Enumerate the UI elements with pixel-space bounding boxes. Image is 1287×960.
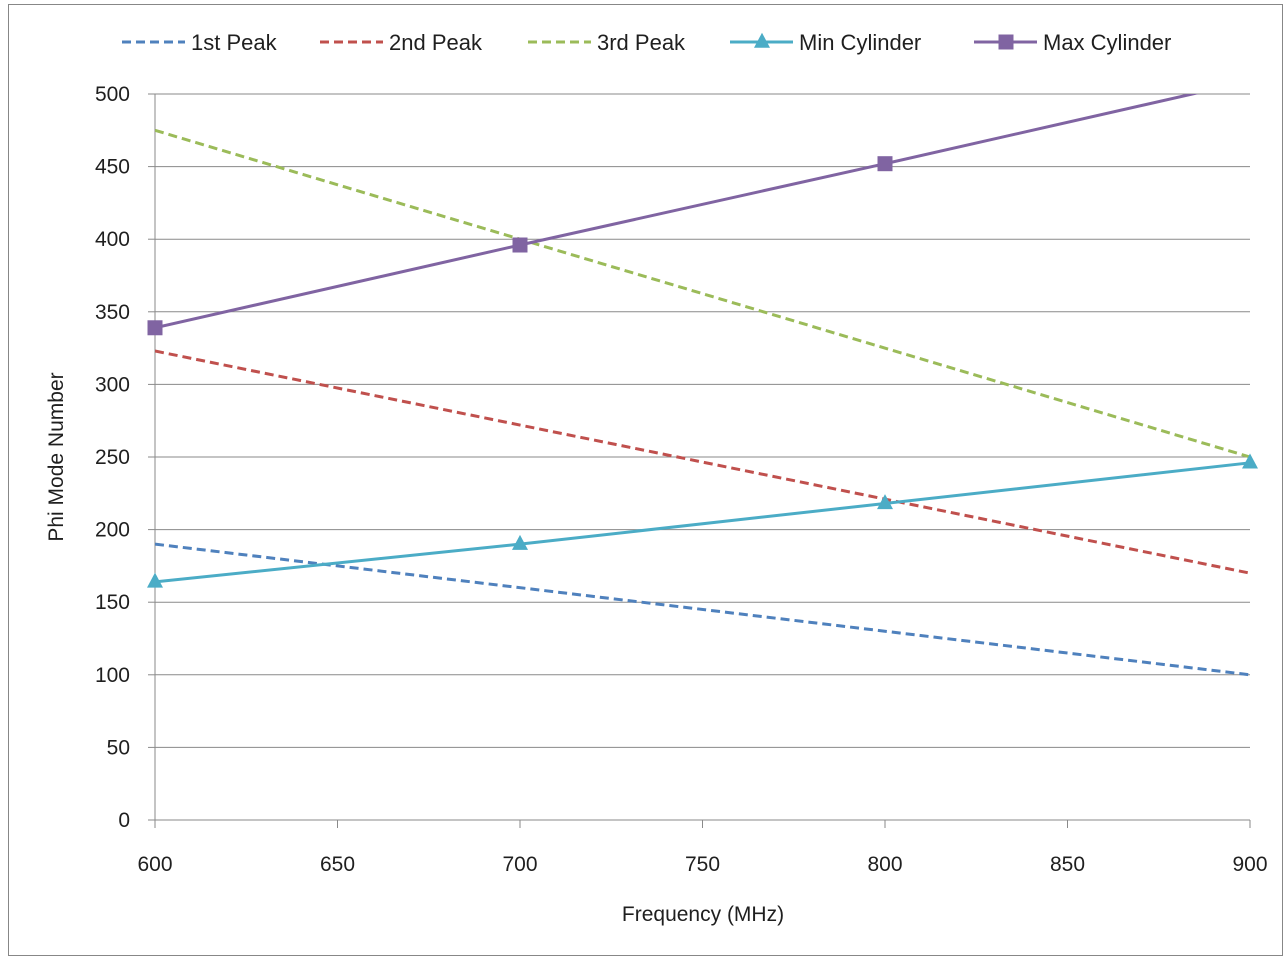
x-tick-label: 750 [685, 853, 720, 876]
legend-item-1st-peak: 1st Peak [122, 30, 278, 55]
legend-label: Min Cylinder [799, 30, 921, 55]
legend-item-max-cylinder: Max Cylinder [974, 30, 1171, 55]
legend-item-min-cylinder: Min Cylinder [730, 30, 921, 55]
x-tick-label: 800 [867, 853, 902, 876]
triangle-marker [1242, 453, 1258, 469]
y-tick-label: 50 [107, 736, 130, 759]
x-axis-title: Frequency (MHz) [622, 903, 784, 926]
legend-label: 1st Peak [191, 30, 278, 55]
square-marker [147, 320, 163, 336]
y-tick-label: 500 [95, 83, 130, 106]
series-line-2nd-peak [155, 349, 1251, 575]
x-tick-label: 850 [1050, 853, 1085, 876]
legend: 1st Peak 2nd Peak 3rd Peak Min Cylinder Max … [122, 30, 1171, 55]
y-tick-label: 250 [95, 446, 130, 469]
y-tick-label: 450 [95, 156, 130, 179]
grid-lines [155, 93, 1250, 748]
square-marker [998, 34, 1014, 50]
legend-item-2nd-peak: 2nd Peak [320, 30, 483, 55]
y-tick-label: 200 [95, 519, 130, 542]
axes: 0 50 100 150 200 250 300 350 400 450 500 600 650 700 7… [95, 83, 1268, 876]
y-tick-label: 300 [95, 373, 130, 396]
triangle-marker [754, 32, 770, 48]
legend-item-3rd-peak: 3rd Peak [528, 30, 686, 55]
y-tick-label: 100 [95, 664, 130, 687]
y-tick-label: 350 [95, 301, 130, 324]
square-marker [512, 237, 528, 253]
series-line-1st-peak [155, 542, 1251, 677]
triangle-marker [877, 494, 893, 510]
y-tick-label: 0 [118, 809, 130, 832]
triangle-marker [147, 572, 163, 588]
x-tick-label: 700 [502, 853, 537, 876]
x-tick-label: 900 [1232, 853, 1267, 876]
series-line-3rd-peak [155, 128, 1251, 459]
legend-label: 3rd Peak [597, 30, 686, 55]
legend-label: 2nd Peak [389, 30, 483, 55]
x-tick-label: 650 [320, 853, 355, 876]
chart-frame [8, 4, 1283, 956]
legend-label: Max Cylinder [1043, 30, 1171, 55]
square-marker [877, 156, 893, 172]
series-lines [155, 94, 1251, 677]
y-tick-label: 150 [95, 591, 130, 614]
y-axis-title: Phi Mode Number [45, 372, 68, 541]
y-tick-label: 400 [95, 228, 130, 251]
series-line-min-cylinder [155, 461, 1251, 584]
series-line-max-cylinder [155, 94, 1200, 330]
x-tick-label: 600 [137, 853, 172, 876]
series-markers [147, 156, 1258, 588]
triangle-marker [512, 534, 528, 550]
